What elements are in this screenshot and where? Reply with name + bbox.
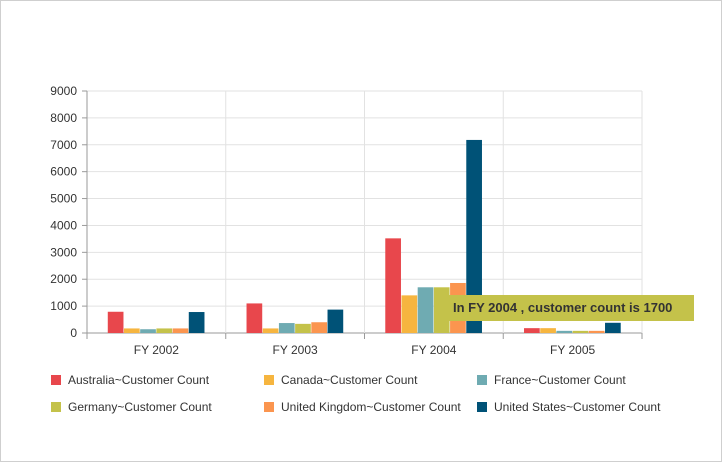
bar-canada — [401, 295, 418, 333]
y-tick-label: 7000 — [50, 138, 77, 152]
legend-item[interactable]: Germany~Customer Count — [51, 400, 212, 414]
legend-label: United Kingdom~Customer Count — [281, 400, 461, 414]
legend-swatch — [51, 402, 61, 412]
y-tick-label: 6000 — [50, 165, 77, 179]
bar-australia — [385, 238, 401, 333]
bar-australia — [107, 311, 124, 333]
legend-label: Canada~Customer Count — [281, 373, 418, 387]
legend-label: Germany~Customer Count — [68, 400, 212, 414]
bar-australia — [246, 303, 263, 333]
legend-item[interactable]: Canada~Customer Count — [264, 373, 417, 387]
legend-swatch — [477, 375, 487, 385]
bar-united-kingdom — [588, 330, 605, 333]
legend-swatch — [264, 375, 274, 385]
y-tick-label: 1000 — [50, 299, 77, 313]
bar-united-states — [188, 312, 205, 333]
legend-label: France~Customer Count — [494, 373, 626, 387]
bar-australia — [524, 328, 540, 333]
column-chart: 0 1000 2000 3000 4000 5000 6000 7000 8000 9000 FY … — [50, 84, 643, 357]
tooltip: In FY 2004 , customer count is 1700 — [449, 295, 694, 321]
bar-united-states — [327, 309, 344, 333]
bar-germany — [433, 287, 450, 333]
y-tick-label: 9000 — [50, 84, 77, 98]
bar-canada — [262, 328, 279, 333]
bar-united-states — [605, 322, 621, 333]
bar-germany — [156, 328, 173, 333]
bar-germany — [295, 323, 311, 333]
legend-item[interactable]: United Kingdom~Customer Count — [264, 400, 461, 414]
bar-canada — [540, 328, 556, 333]
bar-united-kingdom — [172, 328, 189, 333]
legend-swatch — [477, 402, 487, 412]
bar-france — [140, 329, 156, 333]
y-tick-label: 3000 — [50, 245, 77, 259]
y-tick-label: 8000 — [50, 111, 77, 125]
legend-label: United States~Customer Count — [494, 400, 661, 414]
legend-item[interactable]: United States~Customer Count — [477, 400, 660, 414]
bar-france — [417, 287, 434, 333]
y-tick-label: 4000 — [50, 218, 77, 232]
legend-item[interactable]: France~Customer Count — [477, 373, 626, 387]
bar-united-kingdom — [311, 322, 328, 333]
legend-item[interactable]: Australia~Customer Count — [51, 373, 209, 387]
y-tick-label: 2000 — [50, 272, 77, 286]
y-tick-label: 0 — [70, 326, 77, 340]
bar-germany — [572, 330, 589, 333]
x-tick-label: FY 2003 — [273, 343, 318, 357]
x-tick-label: FY 2005 — [550, 343, 595, 357]
legend-swatch — [51, 375, 61, 385]
bar-france — [278, 323, 295, 333]
legend-label: Australia~Customer Count — [68, 373, 210, 387]
bar-canada — [123, 328, 140, 333]
bar-france — [556, 330, 573, 333]
bar-united-states — [466, 139, 482, 333]
x-tick-label: FY 2004 — [411, 343, 456, 357]
y-tick-label: 5000 — [50, 192, 77, 206]
legend-swatch — [264, 402, 274, 412]
x-tick-label: FY 2002 — [134, 343, 179, 357]
